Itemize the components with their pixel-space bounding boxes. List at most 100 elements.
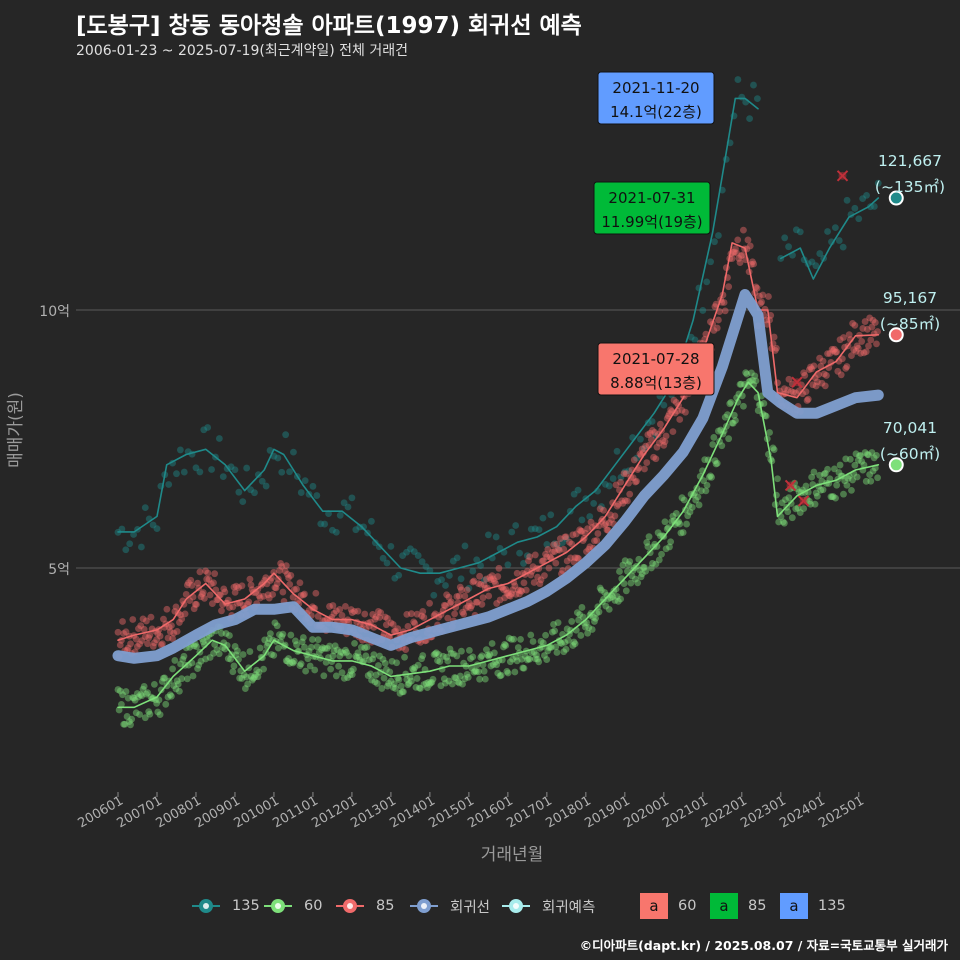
scatter-point (678, 406, 686, 414)
scatter-point (754, 407, 762, 414)
scatter-point (543, 541, 551, 548)
scatter-point (546, 553, 554, 561)
scatter-point (208, 600, 216, 608)
scatter-point (539, 514, 547, 522)
scatter-point (826, 350, 834, 357)
scatter-point (517, 587, 524, 594)
scatter-point (426, 599, 433, 607)
scatter-point (840, 334, 847, 341)
scatter-point (379, 655, 387, 663)
scatter-point (730, 248, 738, 256)
scatter-point (393, 659, 400, 667)
scatter-point (617, 473, 625, 481)
scatter-point (653, 443, 661, 451)
scatter-point (273, 622, 281, 630)
scatter-point (547, 511, 555, 519)
scatter-point (677, 529, 685, 537)
scatter-point (172, 603, 180, 611)
scatter-point (529, 563, 537, 571)
scatter-point (691, 336, 699, 344)
scatter-point (231, 588, 239, 596)
scatter-point (270, 651, 278, 659)
scatter-point (246, 648, 254, 655)
scatter-point (172, 685, 180, 693)
scatter-point (861, 318, 869, 325)
scatter-point (145, 634, 153, 642)
scatter-point (193, 643, 200, 650)
scatter-point (857, 451, 864, 459)
scatter-point (647, 436, 655, 443)
scatter-point (658, 550, 665, 558)
scatter-point (315, 648, 323, 656)
scatter-point (475, 668, 482, 676)
scatter-point (155, 696, 163, 704)
scatter-point (463, 670, 471, 678)
scatter-point (812, 262, 820, 270)
scatter-point (183, 581, 191, 589)
scatter-point (206, 654, 214, 661)
scatter-point (616, 568, 623, 575)
scatter-point (133, 643, 141, 650)
scatter-point (535, 658, 543, 666)
scatter-point (842, 364, 850, 372)
scatter-point (332, 528, 340, 536)
legend-symbol (500, 892, 532, 920)
scatter-point (404, 622, 412, 630)
scatter-point (281, 567, 289, 575)
scatter-point (231, 466, 239, 474)
scatter-point (849, 319, 856, 327)
scatter-point (807, 500, 814, 508)
scatter-point (464, 603, 472, 610)
scatter-point (609, 475, 617, 482)
series-lines (112, 97, 884, 709)
scatter-point (415, 684, 423, 692)
scatter-point (652, 560, 660, 568)
scatter-point (144, 640, 151, 648)
scatter-point (703, 481, 711, 489)
scatter-point (376, 652, 383, 660)
scatter-point (293, 585, 300, 593)
scatter-point (203, 575, 211, 583)
scatter-point (522, 586, 530, 594)
scatter-point (306, 662, 314, 670)
scatter-point (157, 686, 165, 694)
scatter-point (487, 576, 495, 584)
scatter-point (247, 672, 255, 680)
scatter-point (552, 643, 560, 651)
scatter-point (839, 243, 847, 251)
scatter-point (265, 594, 273, 602)
scatter-point (800, 369, 808, 377)
scatter-point (508, 590, 515, 598)
scatter-point (224, 596, 232, 604)
scatter-point (154, 630, 162, 637)
scatter-point (445, 572, 453, 579)
scatter-point (551, 540, 559, 548)
scatter-point (527, 525, 535, 533)
scatter-point (440, 601, 448, 609)
scatter-point (555, 544, 562, 552)
scatter-point (307, 643, 315, 651)
scatter-point (361, 610, 369, 618)
scatter-point (417, 685, 424, 692)
scatter-point (846, 455, 854, 463)
scatter-point (737, 380, 745, 388)
scatter-point (319, 644, 327, 652)
scatter-point (453, 554, 461, 562)
scatter-point (596, 584, 604, 592)
scatter-point (830, 465, 838, 473)
scatter-point (368, 676, 375, 684)
scatter-point (371, 615, 379, 623)
scatter-point (709, 441, 717, 448)
scatter-point (863, 325, 871, 333)
scatter-point (253, 666, 261, 674)
scatter-point (480, 581, 488, 589)
scatter-point (487, 662, 495, 670)
scatter-point (141, 633, 149, 641)
scatter-point (122, 546, 130, 554)
scatter-point (493, 661, 501, 669)
scatter-point (526, 553, 534, 561)
scatter-point (347, 667, 355, 675)
scatter-point (520, 664, 528, 672)
scatter-point (843, 363, 851, 370)
scatter-point (613, 447, 621, 455)
